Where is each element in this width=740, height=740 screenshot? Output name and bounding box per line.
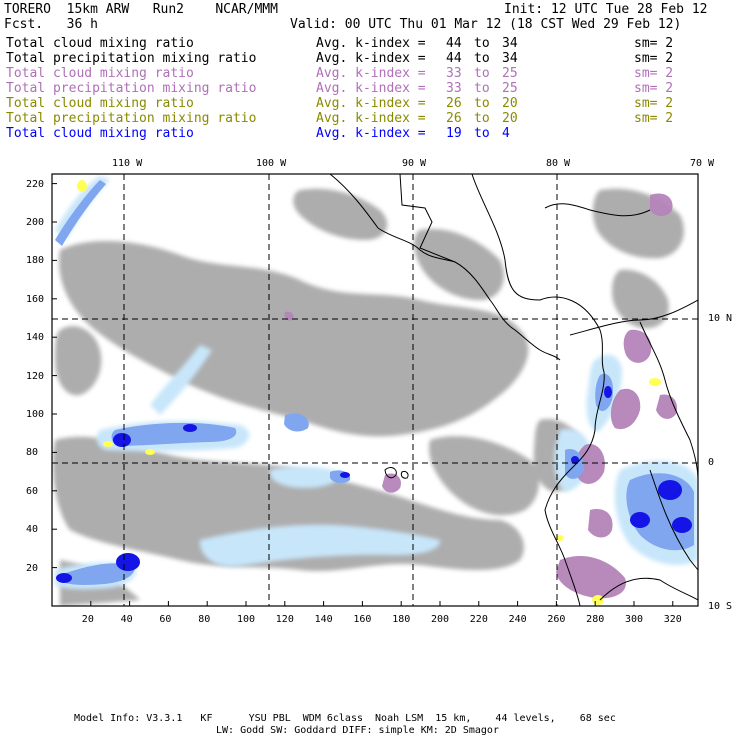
y-tick-label: 140 xyxy=(26,332,45,344)
precip-field-dark-blue xyxy=(56,386,692,583)
model-info-line2: LW: Godd SW: Goddard DIFF: simple KM: 2D… xyxy=(216,725,499,736)
lon-label-70w: 70 W xyxy=(690,158,715,169)
forecast-hour: Fcst. 36 h xyxy=(4,17,98,32)
field-index-to: 20 xyxy=(502,111,518,126)
field-index-from: 19 xyxy=(446,126,462,141)
field-avg-label: Avg. k-index = xyxy=(316,81,426,96)
field-avg-label: Avg. k-index = xyxy=(316,96,426,111)
y-tick-label: 80 xyxy=(26,447,39,459)
y-tick-label: 160 xyxy=(26,293,45,305)
y-tick-label: 40 xyxy=(26,524,39,536)
lat-lon-grid xyxy=(52,174,698,606)
field-index-to-word: to xyxy=(474,126,490,141)
field-name: Total cloud mixing ratio xyxy=(6,36,194,51)
field-index-from: 33 xyxy=(446,81,462,96)
precip-field-purple xyxy=(284,193,678,599)
y-tick-label: 220 xyxy=(26,178,45,190)
map-frame xyxy=(51,173,699,607)
field-index-to: 20 xyxy=(502,96,518,111)
y-tick-label: 120 xyxy=(26,370,45,382)
lon-label-90w: 90 W xyxy=(402,158,427,169)
lon-label-110w: 110 W xyxy=(112,158,143,169)
x-tick-label: 20 xyxy=(81,614,94,625)
field-index-to-word: to xyxy=(474,51,490,66)
valid-time: Valid: 00 UTC Thu 01 Mar 12 (18 CST Wed … xyxy=(290,17,682,32)
field-name: Total precipitation mixing ratio xyxy=(6,111,257,126)
field-name: Total cloud mixing ratio xyxy=(6,126,194,141)
x-tick-label: 200 xyxy=(430,614,450,625)
y-tick-label: 20 xyxy=(26,562,39,574)
x-tick-label: 260 xyxy=(547,614,566,625)
field-avg-label: Avg. k-index = xyxy=(316,36,426,51)
field-name: Total cloud mixing ratio xyxy=(6,66,194,81)
field-index-from: 44 xyxy=(446,36,462,51)
lat-label-10s: 10 S xyxy=(708,601,733,612)
x-tick-label: 120 xyxy=(275,614,294,625)
y-tick-label: 180 xyxy=(26,255,45,267)
field-name: Total precipitation mixing ratio xyxy=(6,51,257,66)
field-index-to-word: to xyxy=(474,66,490,81)
field-smoothing: sm= 2 xyxy=(634,51,674,66)
field-index-to: 25 xyxy=(502,81,518,96)
x-tick-label: 240 xyxy=(508,614,527,625)
x-tick-label: 80 xyxy=(198,614,211,625)
x-tick-label: 60 xyxy=(159,614,172,625)
field-index-to-word: to xyxy=(474,81,490,96)
model-info-line1: Model Info: V3.3.1 KF YSU PBL WDM 6class… xyxy=(74,713,616,724)
field-index-from: 44 xyxy=(446,51,462,66)
field-index-from: 26 xyxy=(446,111,462,126)
x-tick-label: 40 xyxy=(120,614,133,625)
field-index-to: 34 xyxy=(502,36,518,51)
y-tick-label: 200 xyxy=(26,217,45,228)
x-tick-label: 140 xyxy=(314,614,333,625)
field-avg-label: Avg. k-index = xyxy=(316,111,426,126)
init-time: Init: 12 UTC Tue 28 Feb 12 xyxy=(504,2,708,17)
field-name: Total precipitation mixing ratio xyxy=(6,81,257,96)
y-tick-label: 100 xyxy=(26,409,45,420)
y-tick-label: 60 xyxy=(26,485,39,497)
field-smoothing: sm= 2 xyxy=(634,36,674,51)
field-index-to: 4 xyxy=(502,126,510,141)
field-avg-label: Avg. k-index = xyxy=(316,51,426,66)
lon-label-80w: 80 W xyxy=(546,158,571,169)
lat-label-10n: 10 N xyxy=(708,313,733,324)
precip-field-yellow xyxy=(77,180,661,605)
field-name: Total cloud mixing ratio xyxy=(6,96,194,111)
field-index-to: 25 xyxy=(502,66,518,81)
field-index-from: 33 xyxy=(446,66,462,81)
x-tick-label: 160 xyxy=(353,614,372,625)
field-smoothing: sm= 2 xyxy=(634,81,674,96)
x-tick-label: 280 xyxy=(586,614,605,625)
x-tick-label: 300 xyxy=(624,614,644,625)
field-smoothing: sm= 2 xyxy=(634,96,674,111)
lon-label-100w: 100 W xyxy=(256,158,287,169)
field-index-from: 26 xyxy=(446,96,462,111)
x-tick-label: 180 xyxy=(392,614,411,625)
field-smoothing: sm= 2 xyxy=(634,66,674,81)
model-title: TORERO 15km ARW Run2 NCAR/MMM xyxy=(4,2,278,17)
coastlines xyxy=(329,174,698,606)
field-index-to-word: to xyxy=(474,36,490,51)
field-avg-label: Avg. k-index = xyxy=(316,66,426,81)
field-avg-label: Avg. k-index = xyxy=(316,126,426,141)
field-index-to: 34 xyxy=(502,51,518,66)
field-smoothing: sm= 2 xyxy=(634,111,674,126)
x-tick-label: 100 xyxy=(236,614,256,625)
x-tick-label: 320 xyxy=(663,614,682,625)
x-tick-label: 220 xyxy=(469,614,488,625)
lat-label-0: 0 xyxy=(708,457,715,468)
field-index-to-word: to xyxy=(474,111,490,126)
field-index-to-word: to xyxy=(474,96,490,111)
